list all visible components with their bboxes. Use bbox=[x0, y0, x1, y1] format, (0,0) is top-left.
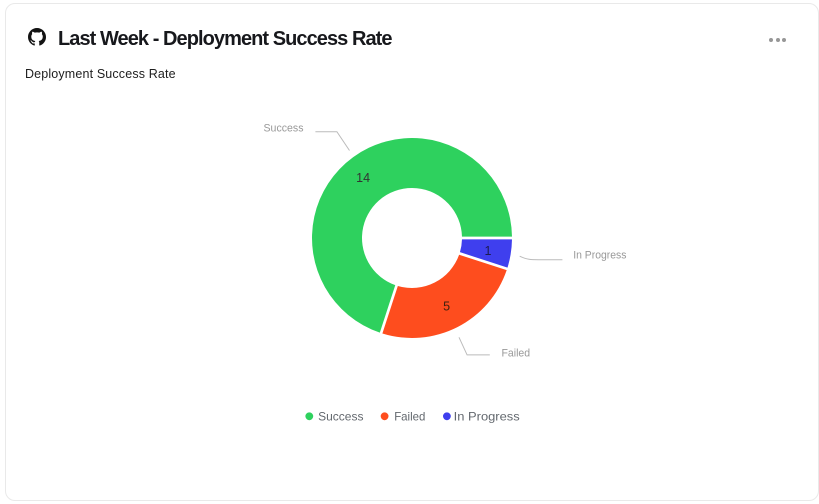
svg-text:In Progress: In Progress bbox=[454, 409, 520, 423]
svg-text:Success: Success bbox=[318, 409, 363, 423]
svg-text:1: 1 bbox=[485, 244, 492, 258]
svg-text:Failed: Failed bbox=[502, 348, 531, 360]
svg-text:Success: Success bbox=[264, 123, 304, 135]
svg-text:In Progress: In Progress bbox=[573, 250, 627, 262]
svg-text:Failed: Failed bbox=[394, 409, 425, 423]
svg-text:5: 5 bbox=[443, 300, 450, 314]
svg-text:14: 14 bbox=[356, 171, 370, 185]
